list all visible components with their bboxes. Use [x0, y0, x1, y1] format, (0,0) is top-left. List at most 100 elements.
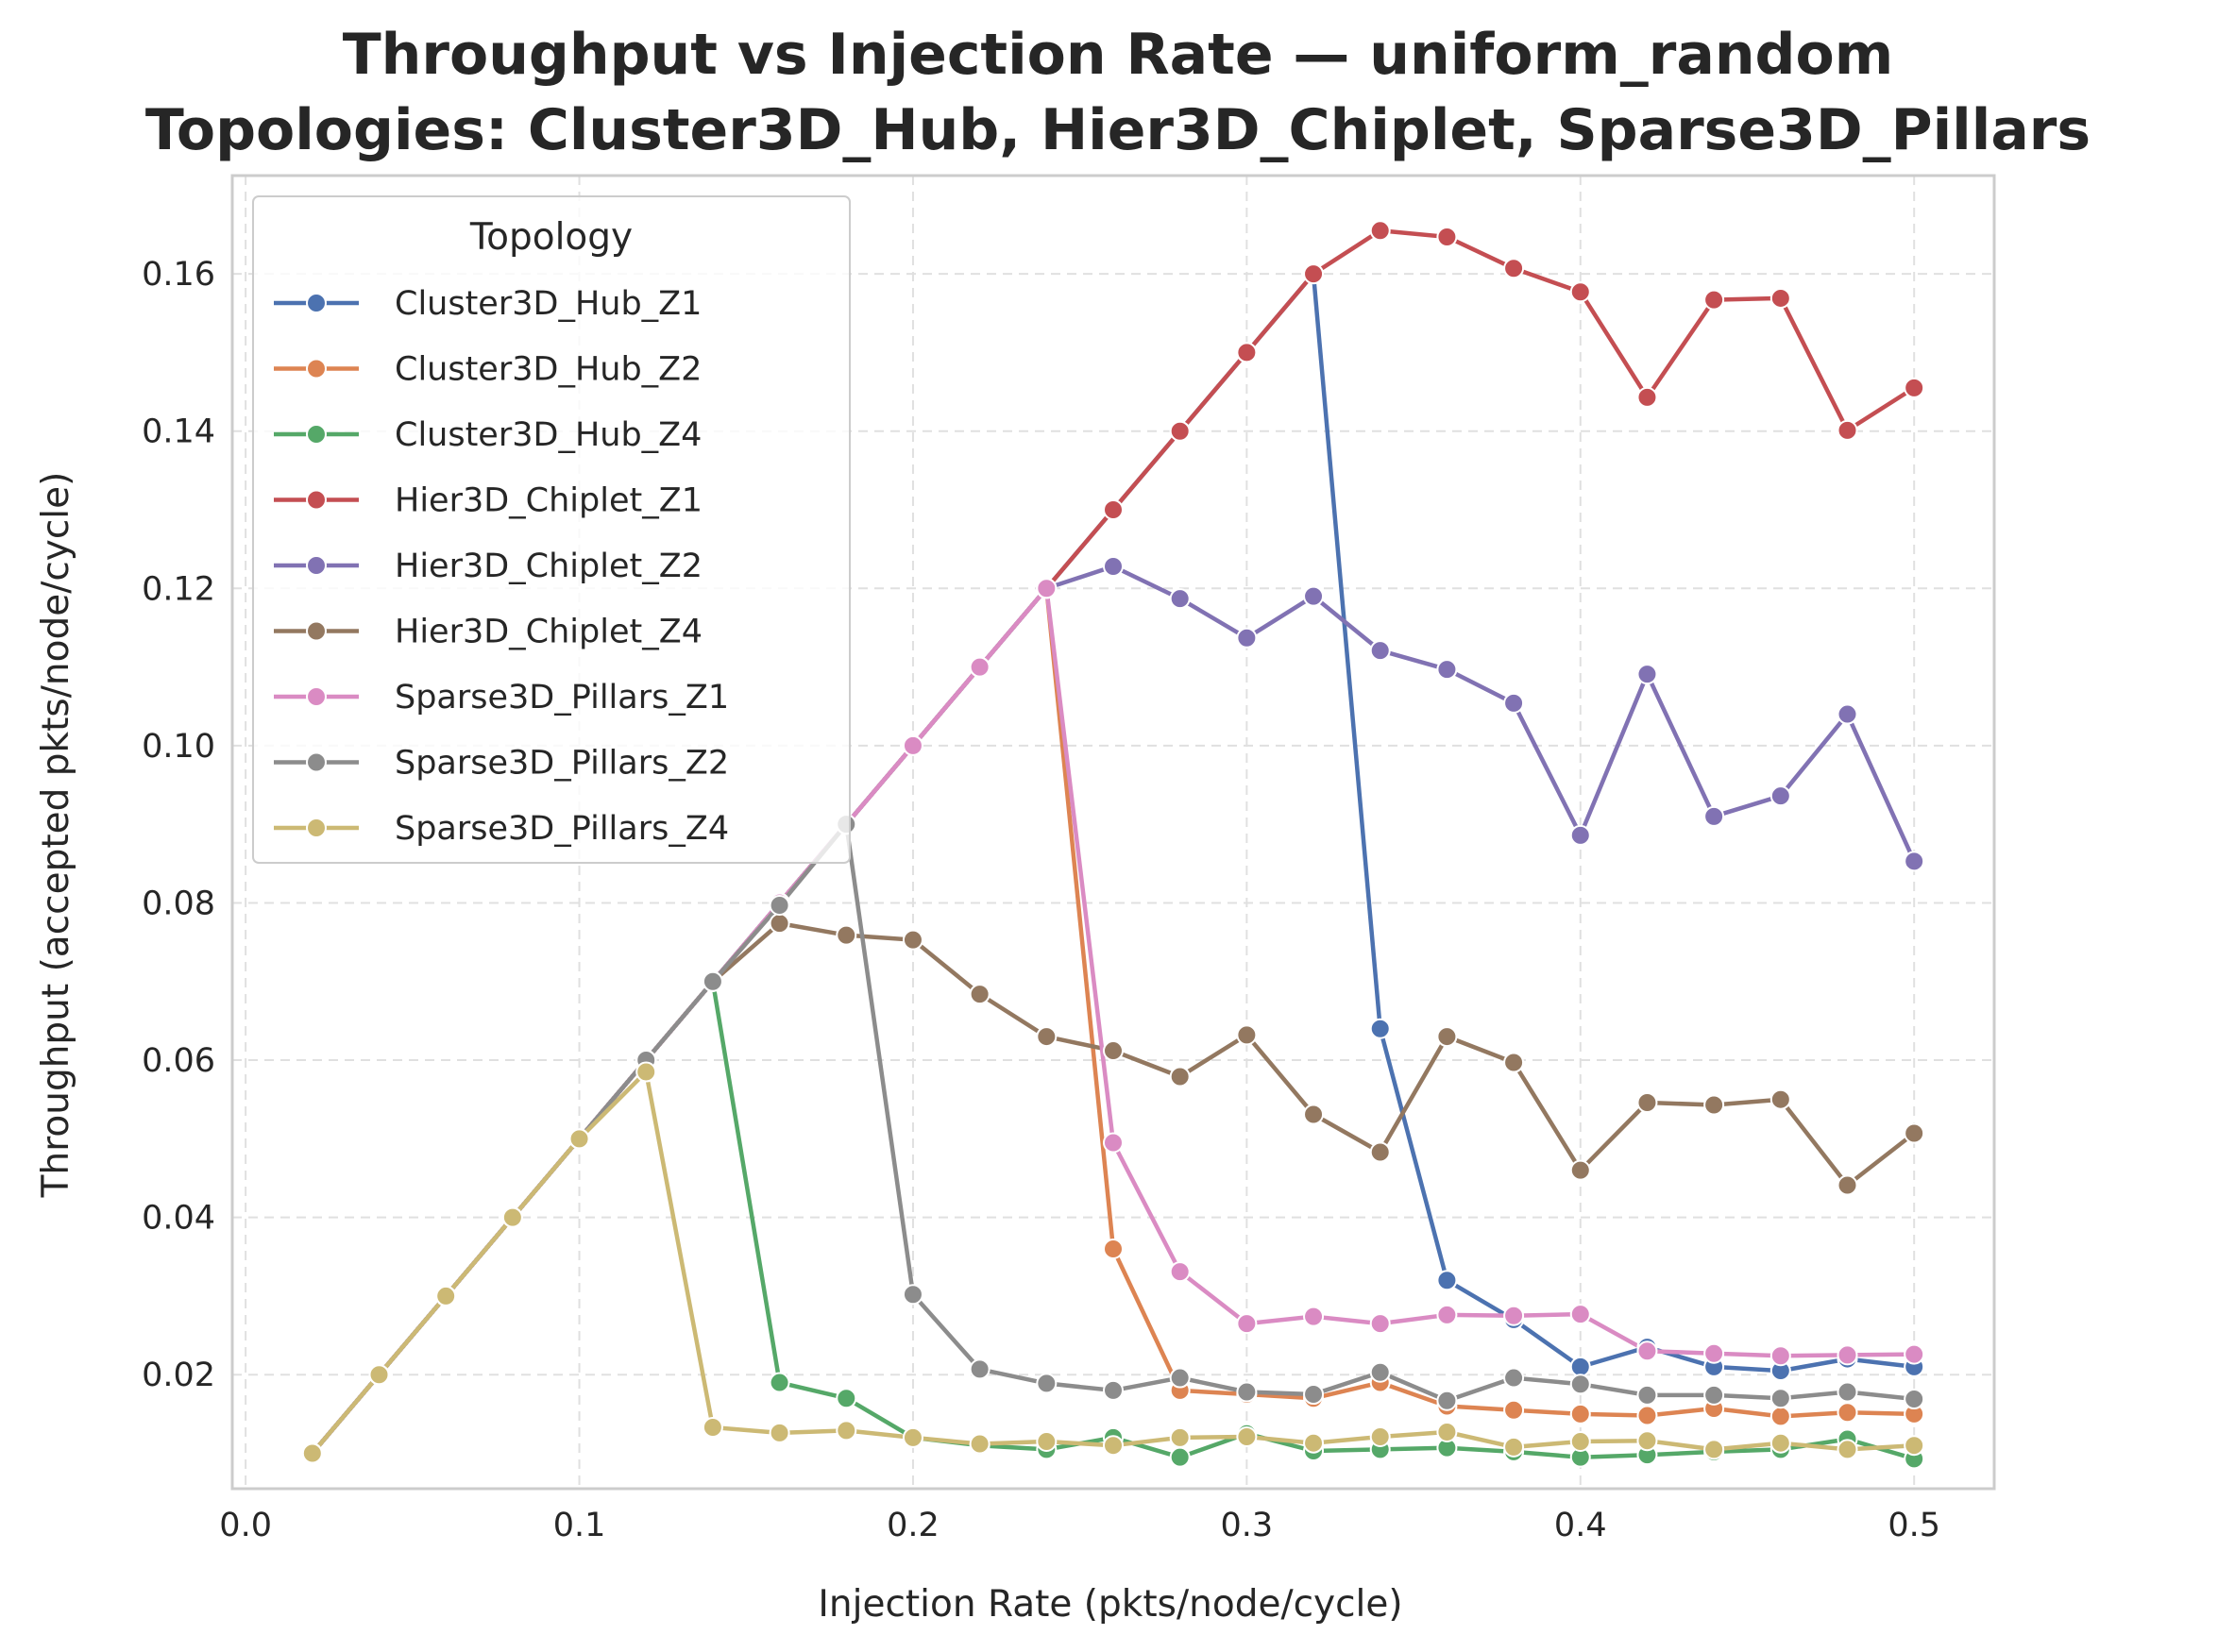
data-point-sparse3d-pillars-z4 — [836, 1420, 857, 1441]
data-point-sparse3d-pillars-z4 — [1503, 1436, 1525, 1458]
data-point-sparse3d-pillars-z2 — [1036, 1373, 1058, 1394]
data-point-hier3d-chiplet-z2 — [1703, 805, 1725, 827]
x-tick-label: 0.0 — [219, 1507, 272, 1544]
data-point-sparse3d-pillars-z1 — [1636, 1340, 1658, 1362]
data-point-hier3d-chiplet-z1 — [1303, 263, 1325, 285]
series-line-hier3d-chiplet-z4 — [310, 920, 1917, 1456]
x-tick-label: 0.1 — [553, 1507, 606, 1544]
data-point-hier3d-chiplet-z1 — [1569, 281, 1591, 303]
data-point-sparse3d-pillars-z1 — [1036, 578, 1058, 599]
legend-label-hier3d-chiplet-z4: Hier3D_Chiplet_Z4 — [395, 614, 703, 651]
y-tick-label: 0.04 — [142, 1200, 215, 1238]
data-point-sparse3d-pillars-z4 — [1236, 1426, 1258, 1448]
data-point-sparse3d-pillars-z1 — [1703, 1342, 1725, 1364]
data-point-hier3d-chiplet-z2 — [1369, 640, 1391, 662]
data-point-hier3d-chiplet-z4 — [1036, 1026, 1058, 1048]
data-point-hier3d-chiplet-z4 — [769, 913, 790, 935]
data-point-cluster3d-hub-z2 — [1636, 1405, 1658, 1426]
data-point-cluster3d-hub-z2 — [1837, 1402, 1858, 1424]
x-tick-label: 0.4 — [1554, 1507, 1607, 1544]
data-point-hier3d-chiplet-z2 — [1303, 585, 1325, 607]
legend-swatch-marker-sparse3d-pillars-z1 — [306, 686, 327, 707]
data-point-sparse3d-pillars-z2 — [1169, 1367, 1191, 1389]
data-point-hier3d-chiplet-z2 — [1769, 785, 1791, 807]
data-point-hier3d-chiplet-z2 — [1236, 627, 1258, 649]
data-point-hier3d-chiplet-z1 — [1636, 386, 1658, 408]
data-point-hier3d-chiplet-z1 — [1769, 287, 1791, 309]
data-point-hier3d-chiplet-z1 — [1103, 498, 1124, 520]
legend-items: Cluster3D_Hub_Z1 Cluster3D_Hub_Z2 Cluster3… — [274, 285, 729, 848]
data-point-sparse3d-pillars-z4 — [1837, 1439, 1858, 1460]
data-point-sparse3d-pillars-z4 — [301, 1442, 323, 1464]
y-tick-label: 0.14 — [142, 413, 215, 451]
data-point-hier3d-chiplet-z1 — [1236, 342, 1258, 363]
data-point-sparse3d-pillars-z2 — [1436, 1390, 1458, 1411]
data-point-cluster3d-hub-z2 — [1103, 1238, 1124, 1259]
legend-swatch-marker-cluster3d-hub-z2 — [306, 358, 327, 379]
legend-swatch-marker-cluster3d-hub-z1 — [306, 293, 327, 313]
data-point-sparse3d-pillars-z2 — [1503, 1367, 1525, 1389]
data-point-hier3d-chiplet-z4 — [1236, 1024, 1258, 1046]
y-tick-label: 0.16 — [142, 256, 215, 294]
chart-title: Throughput vs Injection Rate — uniform_r… — [343, 22, 1893, 88]
x-tick-label: 0.5 — [1888, 1507, 1940, 1544]
data-point-hier3d-chiplet-z1 — [1169, 420, 1191, 442]
legend-label-hier3d-chiplet-z2: Hier3D_Chiplet_Z2 — [395, 548, 703, 585]
data-point-hier3d-chiplet-z4 — [1703, 1094, 1725, 1116]
legend-label-sparse3d-pillars-z2: Sparse3D_Pillars_Z2 — [395, 745, 729, 783]
series-markers-sparse3d-pillars-z4 — [301, 1061, 1925, 1464]
data-point-sparse3d-pillars-z2 — [1837, 1381, 1858, 1403]
data-point-sparse3d-pillars-z2 — [969, 1358, 990, 1380]
data-point-sparse3d-pillars-z1 — [902, 734, 923, 756]
legend-swatch-marker-cluster3d-hub-z4 — [306, 424, 327, 445]
legend-label-sparse3d-pillars-z4: Sparse3D_Pillars_Z4 — [395, 810, 729, 848]
data-point-hier3d-chiplet-z2 — [1436, 659, 1458, 681]
data-point-hier3d-chiplet-z4 — [1103, 1040, 1124, 1062]
data-point-hier3d-chiplet-z4 — [1769, 1088, 1791, 1110]
data-point-hier3d-chiplet-z4 — [902, 929, 923, 951]
y-tick-label: 0.06 — [142, 1042, 215, 1080]
data-point-sparse3d-pillars-z1 — [1369, 1313, 1391, 1335]
y-axis-label: Throughput (accepted pkts/node/cycle) — [35, 472, 77, 1199]
data-point-sparse3d-pillars-z4 — [501, 1206, 523, 1228]
data-point-hier3d-chiplet-z4 — [1636, 1092, 1658, 1114]
y-axis-ticks: 0.02 0.04 0.06 0.08 0.10 0.12 0.14 0.16 — [142, 256, 215, 1394]
legend-label-hier3d-chiplet-z1: Hier3D_Chiplet_Z1 — [395, 482, 703, 520]
data-point-hier3d-chiplet-z4 — [1436, 1026, 1458, 1048]
data-point-sparse3d-pillars-z4 — [1703, 1439, 1725, 1460]
data-point-sparse3d-pillars-z4 — [635, 1061, 657, 1083]
data-point-cluster3d-hub-z4 — [836, 1388, 857, 1409]
data-point-hier3d-chiplet-z4 — [969, 984, 990, 1005]
y-tick-label: 0.08 — [142, 885, 215, 922]
data-point-hier3d-chiplet-z1 — [1904, 377, 1925, 398]
data-point-sparse3d-pillars-z4 — [1169, 1426, 1191, 1448]
data-point-sparse3d-pillars-z4 — [1036, 1431, 1058, 1453]
data-point-hier3d-chiplet-z2 — [1636, 664, 1658, 685]
data-point-hier3d-chiplet-z1 — [1837, 419, 1858, 441]
y-tick-label: 0.12 — [142, 570, 215, 608]
data-point-sparse3d-pillars-z1 — [1169, 1261, 1191, 1283]
data-point-cluster3d-hub-z1 — [1436, 1270, 1458, 1291]
data-point-sparse3d-pillars-z1 — [1503, 1305, 1525, 1326]
legend-swatch-marker-hier3d-chiplet-z2 — [306, 555, 327, 576]
data-point-sparse3d-pillars-z4 — [969, 1433, 990, 1455]
legend-label-cluster3d-hub-z2: Cluster3D_Hub_Z2 — [395, 351, 702, 389]
data-point-sparse3d-pillars-z4 — [702, 1417, 723, 1439]
data-point-sparse3d-pillars-z4 — [435, 1285, 457, 1306]
data-point-hier3d-chiplet-z4 — [1569, 1159, 1591, 1181]
y-tick-label: 0.02 — [142, 1357, 215, 1394]
data-point-cluster3d-hub-z4 — [1169, 1446, 1191, 1468]
data-point-sparse3d-pillars-z4 — [1436, 1422, 1458, 1443]
data-point-sparse3d-pillars-z1 — [1904, 1343, 1925, 1365]
data-point-sparse3d-pillars-z4 — [769, 1422, 790, 1443]
legend: Topology Cluster3D_Hub_Z1Cluster3D_Hub_Z… — [252, 195, 851, 864]
data-point-sparse3d-pillars-z2 — [1636, 1384, 1658, 1406]
data-point-hier3d-chiplet-z2 — [1904, 851, 1925, 872]
data-point-hier3d-chiplet-z2 — [1103, 555, 1124, 577]
x-axis-ticks: 0.0 0.1 0.2 0.3 0.4 0.5 — [219, 1507, 1940, 1544]
series-points — [301, 220, 1925, 1470]
data-point-sparse3d-pillars-z4 — [568, 1128, 590, 1150]
data-point-sparse3d-pillars-z4 — [1904, 1435, 1925, 1457]
data-point-sparse3d-pillars-z2 — [702, 970, 723, 992]
